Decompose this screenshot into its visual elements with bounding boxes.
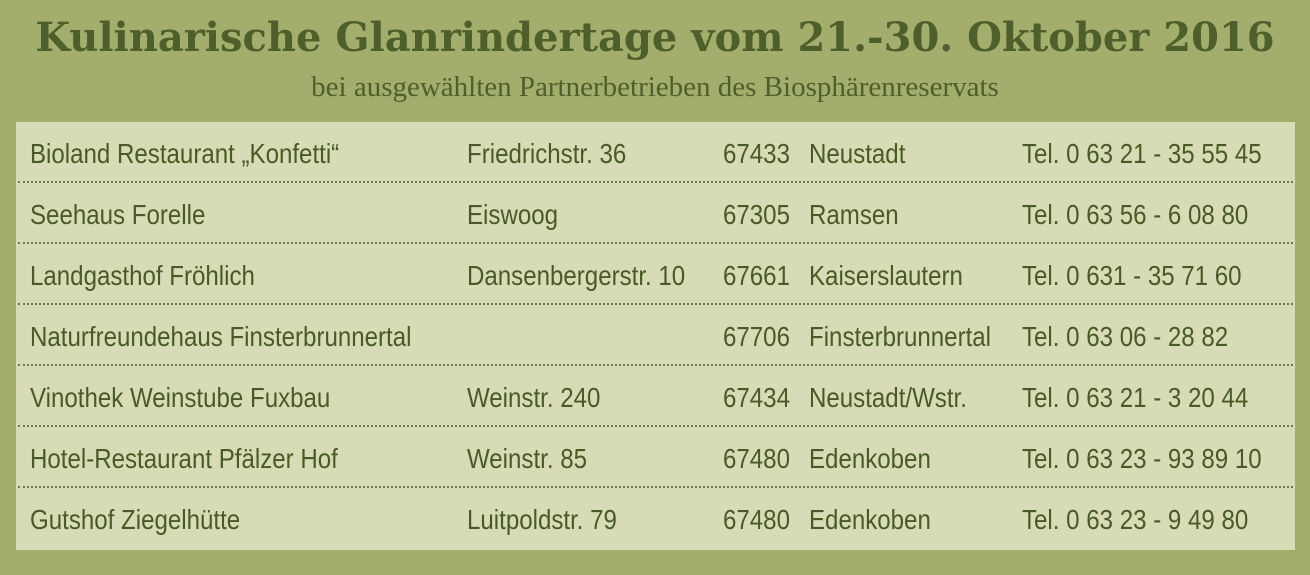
restaurant-city: Edenkoben (809, 504, 931, 535)
restaurant-list: Bioland Restaurant „Konfetti“ Friedrichs… (16, 122, 1295, 550)
restaurant-address: Luitpoldstr. 79 (467, 504, 617, 535)
list-item: Bioland Restaurant „Konfetti“ Friedrichs… (16, 122, 1295, 183)
restaurant-city: Neustadt (809, 138, 906, 169)
restaurant-address: Weinstr. 240 (467, 382, 601, 413)
restaurant-name: Gutshof Ziegelhütte (30, 504, 241, 535)
restaurant-phone: Tel. 0 63 23 - 93 89 10 (1022, 443, 1262, 474)
restaurant-phone: Tel. 0 63 21 - 3 20 44 (1022, 382, 1249, 413)
restaurant-address: Weinstr. 85 (467, 443, 588, 474)
row-divider (18, 364, 1293, 366)
restaurant-phone: Tel. 0 63 23 - 9 49 80 (1022, 504, 1249, 535)
row-divider (18, 486, 1293, 488)
page-subtitle: bei ausgewählten Partnerbetrieben des Bi… (311, 71, 999, 103)
restaurant-city: Finsterbrunnertal (809, 321, 992, 352)
restaurant-zip: 67480 (723, 504, 790, 535)
list-item: Hotel-Restaurant Pfälzer Hof Weinstr. 85… (16, 427, 1295, 488)
restaurant-name: Seehaus Forelle (30, 199, 206, 230)
restaurant-zip: 67480 (723, 443, 790, 474)
row-divider (18, 303, 1293, 305)
restaurant-phone: Tel. 0 63 56 - 6 08 80 (1022, 199, 1249, 230)
restaurant-zip: 67434 (723, 382, 790, 413)
restaurant-address: Friedrichstr. 36 (467, 138, 627, 169)
row-divider (18, 242, 1293, 244)
restaurant-address: Dansenbergerstr. 10 (467, 260, 686, 291)
page-title: Kulinarische Glanrindertage vom 21.-30. … (35, 14, 1275, 61)
list-item: Landgasthof Fröhlich Dansenbergerstr. 10… (16, 244, 1295, 305)
restaurant-city: Edenkoben (809, 443, 931, 474)
restaurant-address: Eiswoog (467, 199, 559, 230)
restaurant-city: Kaiserslautern (809, 260, 963, 291)
restaurant-zip: 67706 (723, 321, 790, 352)
restaurant-zip: 67305 (723, 199, 790, 230)
row-divider (18, 425, 1293, 427)
restaurant-name: Bioland Restaurant „Konfetti“ (30, 138, 340, 169)
list-item: Gutshof Ziegelhütte Luitpoldstr. 79 6748… (16, 488, 1295, 549)
restaurant-name: Hotel-Restaurant Pfälzer Hof (30, 443, 338, 474)
restaurant-phone: Tel. 0 63 06 - 28 82 (1022, 321, 1229, 352)
restaurant-name: Vinothek Weinstube Fuxbau (30, 382, 331, 413)
restaurant-city: Ramsen (809, 199, 899, 230)
list-item: Naturfreundehaus Finsterbrunnertal 67706… (16, 305, 1295, 366)
list-item: Vinothek Weinstube Fuxbau Weinstr. 240 6… (16, 366, 1295, 427)
list-item: Seehaus Forelle Eiswoog 67305 Ramsen Tel… (16, 183, 1295, 244)
restaurant-name: Landgasthof Fröhlich (30, 260, 255, 291)
restaurant-zip: 67433 (723, 138, 790, 169)
restaurant-phone: Tel. 0 63 21 - 35 55 45 (1022, 138, 1262, 169)
row-divider (18, 181, 1293, 183)
restaurant-name: Naturfreundehaus Finsterbrunnertal (30, 321, 412, 352)
restaurant-zip: 67661 (723, 260, 790, 291)
restaurant-phone: Tel. 0 631 - 35 71 60 (1022, 260, 1242, 291)
restaurant-city: Neustadt/Wstr. (809, 382, 967, 413)
